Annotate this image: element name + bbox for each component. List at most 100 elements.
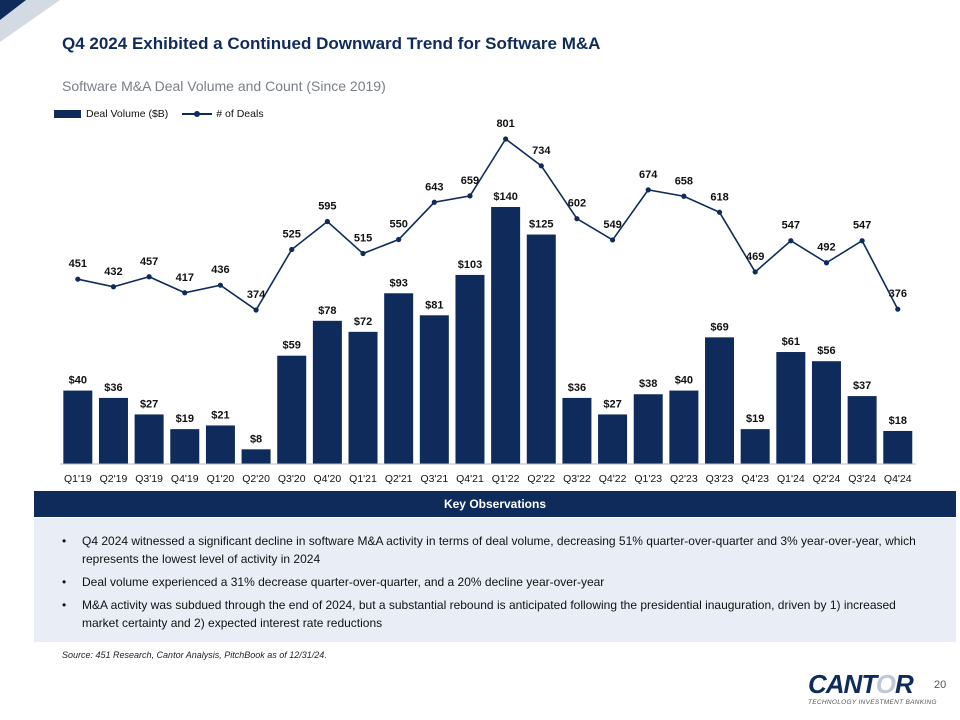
bar-data-label: $19 bbox=[746, 413, 764, 425]
x-tick-label: Q3'19 bbox=[135, 473, 163, 485]
observation-item: M&A activity was subdued through the end… bbox=[62, 596, 926, 632]
observation-item: Q4 2024 witnessed a significant decline … bbox=[62, 532, 926, 568]
deals-count-point bbox=[396, 236, 402, 243]
logo-word-b: O bbox=[875, 669, 896, 699]
bar-data-label: $8 bbox=[250, 433, 262, 445]
x-tick-label: Q4'20 bbox=[314, 473, 342, 485]
bar-data-label: $140 bbox=[493, 191, 517, 203]
line-data-label: 525 bbox=[283, 229, 301, 241]
x-tick-label: Q3'24 bbox=[848, 473, 876, 485]
deals-count-point bbox=[538, 163, 544, 169]
x-tick-label: Q2'23 bbox=[670, 473, 698, 485]
deals-count-point bbox=[110, 284, 117, 290]
deals-count-point bbox=[859, 238, 865, 244]
line-data-label: 547 bbox=[782, 220, 800, 232]
bar-data-label: $18 bbox=[889, 415, 907, 427]
deals-count-point bbox=[503, 136, 509, 142]
bar-data-label: $36 bbox=[104, 382, 122, 394]
line-data-label: 674 bbox=[639, 169, 658, 181]
deals-count-point bbox=[895, 306, 901, 312]
line-data-label: 457 bbox=[140, 256, 158, 268]
logo-wordmark: CANTOR bbox=[808, 671, 934, 697]
x-tick-label: Q3'23 bbox=[706, 473, 734, 485]
bar-deal-volume bbox=[277, 355, 307, 464]
bar-deal-volume bbox=[598, 414, 628, 464]
line-data-label: 547 bbox=[853, 220, 871, 232]
bar-data-label: $38 bbox=[639, 378, 657, 390]
corner-dark-shape bbox=[0, 0, 26, 20]
bar-deal-volume bbox=[883, 430, 913, 464]
x-tick-label: Q2'24 bbox=[813, 473, 841, 485]
x-tick-label: Q2'20 bbox=[242, 473, 270, 485]
bar-deal-volume bbox=[98, 397, 128, 464]
bar-data-label: $72 bbox=[354, 316, 372, 328]
x-tick-label: Q1'19 bbox=[64, 473, 92, 485]
bar-deal-volume bbox=[811, 361, 841, 464]
source-note: Source: 451 Research, Cantor Analysis, P… bbox=[62, 650, 327, 660]
bar-data-label: $40 bbox=[69, 375, 87, 387]
line-data-label: 492 bbox=[817, 242, 835, 254]
bar-deal-volume bbox=[526, 234, 556, 464]
bar-data-label: $69 bbox=[710, 321, 728, 333]
bar-deal-volume bbox=[241, 449, 271, 464]
deals-count-point bbox=[253, 307, 259, 313]
bar-deal-volume bbox=[134, 414, 164, 464]
line-data-label: 451 bbox=[69, 258, 87, 270]
line-data-label: 643 bbox=[425, 181, 443, 193]
line-data-label: 469 bbox=[746, 251, 764, 263]
corner-decoration bbox=[0, 0, 60, 42]
bar-data-label: $81 bbox=[425, 299, 443, 311]
deals-count-point bbox=[467, 193, 473, 199]
bar-data-label: $103 bbox=[458, 259, 482, 271]
key-observations-panel: Q4 2024 witnessed a significant decline … bbox=[34, 518, 956, 642]
bar-data-label: $56 bbox=[817, 345, 835, 357]
x-tick-label: Q1'21 bbox=[349, 473, 377, 485]
bar-deal-volume bbox=[384, 293, 414, 464]
bar-deal-volume bbox=[348, 331, 378, 464]
bar-deal-volume bbox=[491, 207, 521, 464]
page-number: 20 bbox=[934, 679, 947, 691]
deals-count-point bbox=[431, 199, 437, 205]
deals-count-line bbox=[77, 137, 899, 312]
x-tick-label: Q4'23 bbox=[741, 473, 769, 485]
x-tick-label: Q1'24 bbox=[777, 473, 805, 485]
x-tick-label: Q4'21 bbox=[456, 473, 484, 485]
line-data-label: 549 bbox=[603, 219, 621, 231]
line-data-label: 515 bbox=[354, 233, 372, 245]
page-title: Q4 2024 Exhibited a Continued Downward T… bbox=[62, 34, 601, 53]
observations-list: Q4 2024 witnessed a significant decline … bbox=[62, 532, 926, 632]
deals-count-point bbox=[146, 274, 152, 280]
line-data-label: 417 bbox=[176, 272, 194, 284]
bar-data-label: $40 bbox=[675, 375, 693, 387]
line-data-label: 550 bbox=[389, 219, 407, 231]
line-data-label: 658 bbox=[675, 175, 693, 187]
legend-line-label: # of Deals bbox=[216, 108, 264, 120]
x-tick-label: Q1'22 bbox=[492, 473, 520, 485]
legend-line-marker-icon bbox=[182, 109, 213, 119]
deals-count-point bbox=[609, 237, 616, 243]
x-tick-label: Q4'19 bbox=[171, 473, 199, 485]
bar-deal-volume bbox=[562, 397, 592, 464]
x-tick-label: Q3'22 bbox=[563, 473, 591, 485]
logo-word-c: R bbox=[894, 669, 914, 699]
bar-deal-volume bbox=[776, 352, 806, 464]
x-tick-label: Q3'21 bbox=[420, 473, 448, 485]
chart-legend: Deal Volume ($B) # of Deals bbox=[54, 108, 264, 120]
bar-deal-volume bbox=[705, 337, 735, 464]
x-tick-label: Q2'19 bbox=[100, 473, 128, 485]
deals-count-point bbox=[182, 290, 188, 296]
line-data-label: 734 bbox=[532, 145, 551, 157]
deals-count-point bbox=[823, 260, 830, 266]
bar-deal-volume bbox=[63, 390, 93, 464]
chart-subtitle: Software M&A Deal Volume and Count (Sinc… bbox=[62, 78, 386, 94]
deals-count-point bbox=[217, 282, 224, 288]
legend-bar-swatch bbox=[54, 110, 81, 118]
x-tick-label: Q4'22 bbox=[599, 473, 627, 485]
x-tick-label: Q1'20 bbox=[207, 473, 235, 485]
line-data-label: 374 bbox=[247, 289, 266, 301]
deals-count-point bbox=[75, 276, 81, 282]
bar-deal-volume bbox=[633, 394, 663, 464]
deals-count-point bbox=[645, 187, 651, 193]
bar-deal-volume bbox=[455, 274, 485, 464]
logo-tagline: TECHNOLOGY INVESTMENT BANKING bbox=[808, 699, 937, 706]
